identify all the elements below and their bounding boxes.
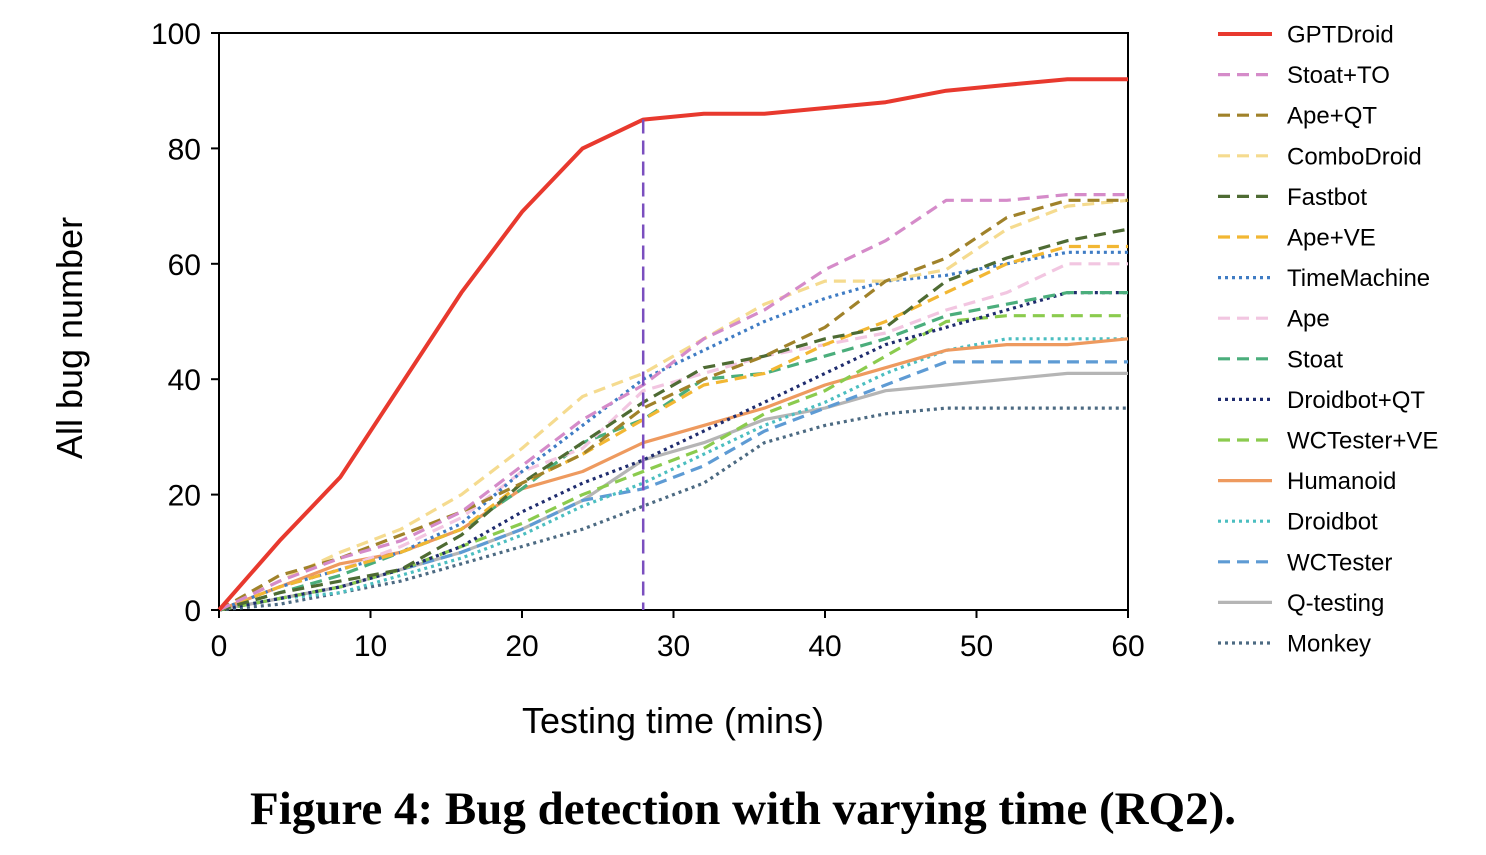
x-tick-label: 10 — [354, 630, 387, 663]
x-tick-label: 40 — [808, 630, 841, 663]
y-tick-label: 100 — [151, 18, 201, 51]
x-tick-label: 20 — [505, 630, 538, 663]
legend-label-wctester: WCTester — [1287, 549, 1392, 576]
series-line-ape-qt — [218, 198, 1128, 612]
legend-label-gptdroid: GPTDroid — [1287, 22, 1394, 49]
legend-label-ape: Ape — [1287, 306, 1330, 333]
legend-label-droidbot: Droidbot — [1287, 509, 1378, 536]
series-line-gptdroid — [217, 77, 1128, 612]
series-line-stoat — [218, 291, 1128, 612]
chart: 0 10 20 30 40 50 60 0 20 40 60 80 100 Testing time (… — [49, 18, 1438, 741]
legend-label-ape-ve: Ape+VE — [1287, 225, 1376, 252]
legend-label-stoat-to: Stoat+TO — [1287, 62, 1390, 89]
x-axis-title: Testing time (mins) — [522, 700, 824, 741]
x-tick-label: 60 — [1111, 630, 1144, 663]
legend-label-stoat: Stoat — [1287, 346, 1343, 373]
legend-label-q-testing: Q-testing — [1287, 590, 1384, 617]
x-tick-label: 50 — [960, 630, 993, 663]
y-tick-label: 20 — [168, 480, 201, 513]
series-line-wctester — [218, 360, 1128, 612]
legend-label-wctester-ve: WCTester+VE — [1287, 428, 1438, 455]
y-axis-title: All bug number — [49, 217, 90, 459]
legend: GPTDroid Stoat+TO Ape+QT ComboDroid Fastbot A… — [1218, 22, 1438, 658]
y-tick-label: 40 — [168, 364, 201, 397]
series-line-monkey — [218, 406, 1128, 612]
y-tick-label: 0 — [184, 595, 201, 628]
legend-label-monkey: Monkey — [1287, 631, 1371, 658]
tick-layer: 0 10 20 30 40 50 60 0 20 40 60 80 100 — [151, 18, 1145, 663]
legend-label-droidbot-qt: Droidbot+QT — [1287, 387, 1425, 414]
x-tick-label: 0 — [211, 630, 228, 663]
series-line-droidbot-qt — [218, 291, 1128, 612]
figure-caption: Figure 4: Bug detection with varying tim… — [249, 783, 1236, 835]
legend-label-fastbot: Fastbot — [1287, 184, 1367, 211]
y-tick-label: 80 — [168, 133, 201, 166]
legend-label-humanoid: Humanoid — [1287, 468, 1396, 495]
plot-area — [218, 32, 1129, 611]
x-tick-label: 30 — [657, 630, 690, 663]
series-line-ape — [218, 262, 1128, 612]
legend-label-ape-qt: Ape+QT — [1287, 103, 1377, 130]
series-line-stoat-to — [218, 193, 1128, 612]
series-line-droidbot — [218, 337, 1128, 612]
plot-frame — [218, 32, 1129, 611]
series-layer — [217, 77, 1129, 612]
series-line-ape-ve — [218, 244, 1128, 612]
y-tick-label: 60 — [168, 249, 201, 282]
series-line-fastbot — [218, 227, 1129, 612]
legend-label-combodroid: ComboDroid — [1287, 143, 1422, 170]
series-line-combodroid — [218, 198, 1129, 612]
legend-label-timemachine: TimeMachine — [1287, 265, 1430, 292]
